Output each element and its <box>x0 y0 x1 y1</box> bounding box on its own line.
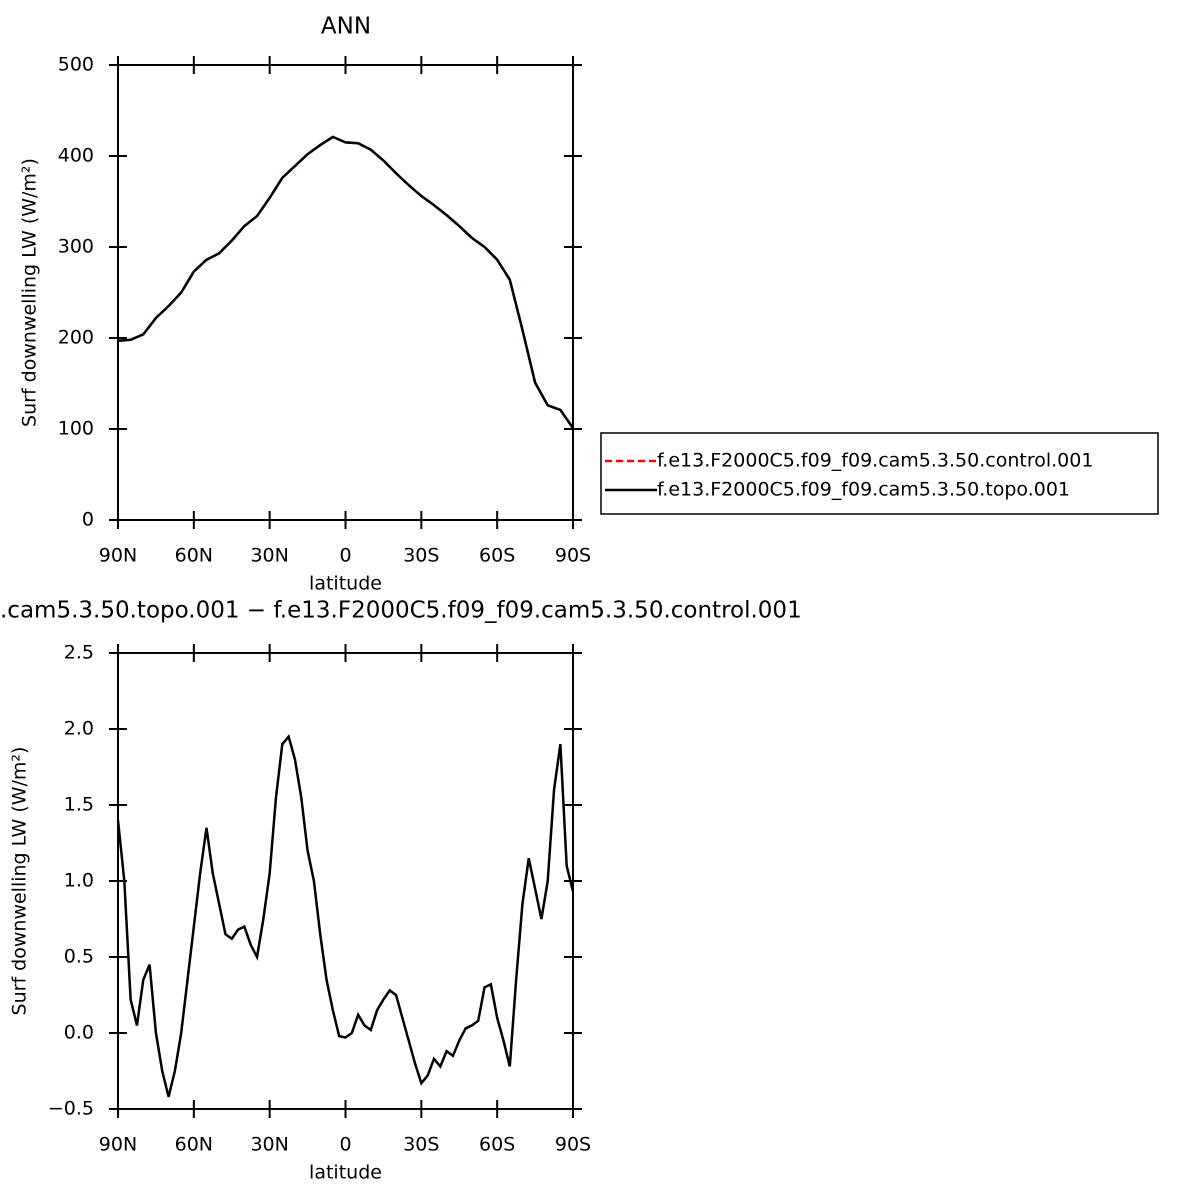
y-axis-label: Surf downwelling LW (W/m²) <box>19 158 41 427</box>
y-tick-label: 400 <box>58 145 94 167</box>
x-tick-label: 90N <box>99 1134 137 1156</box>
x-tick-label: 90N <box>99 545 137 567</box>
x-tick-label: 0 <box>339 1134 351 1156</box>
y-tick-label: 300 <box>58 236 94 258</box>
chart-title: .cam5.3.50.topo.001 − f.e13.F2000C5.f09_… <box>0 598 802 624</box>
x-tick-label: 60S <box>479 545 515 567</box>
y-tick-label: 1.0 <box>64 870 94 892</box>
legend-box <box>600 432 1159 515</box>
y-tick-label: 2.0 <box>64 718 94 740</box>
x-tick-label: 60S <box>479 1134 515 1156</box>
x-axis-label: latitude <box>309 573 382 595</box>
y-axis-label: Surf downwelling LW (W/m²) <box>9 747 31 1016</box>
x-tick-label: 0 <box>339 545 351 567</box>
chart-title: ANN <box>321 14 371 40</box>
legend-label: f.e13.F2000C5.f09_f09.cam5.3.50.topo.001 <box>657 479 1070 501</box>
plot-frame <box>117 64 574 521</box>
x-tick-label: 60N <box>175 545 213 567</box>
y-tick-label: 200 <box>58 327 94 349</box>
y-tick-label: −0.5 <box>48 1098 94 1120</box>
y-tick-label: 0.5 <box>64 946 94 968</box>
x-tick-label: 60N <box>175 1134 213 1156</box>
x-tick-label: 30N <box>250 1134 288 1156</box>
x-tick-label: 30S <box>403 1134 439 1156</box>
y-tick-label: 1.5 <box>64 794 94 816</box>
legend-label: f.e13.F2000C5.f09_f09.cam5.3.50.control.… <box>657 450 1093 472</box>
x-tick-label: 30N <box>250 545 288 567</box>
y-tick-label: 0.0 <box>64 1022 94 1044</box>
y-tick-label: 500 <box>58 54 94 76</box>
x-tick-label: 90S <box>555 1134 591 1156</box>
y-tick-label: 2.5 <box>64 642 94 664</box>
x-tick-label: 90S <box>555 545 591 567</box>
y-tick-label: 100 <box>58 418 94 440</box>
data-line <box>117 135 575 429</box>
x-tick-label: 30S <box>403 545 439 567</box>
y-tick-label: 0 <box>82 509 94 531</box>
x-axis-label: latitude <box>309 1162 382 1184</box>
data-line <box>116 733 575 1098</box>
